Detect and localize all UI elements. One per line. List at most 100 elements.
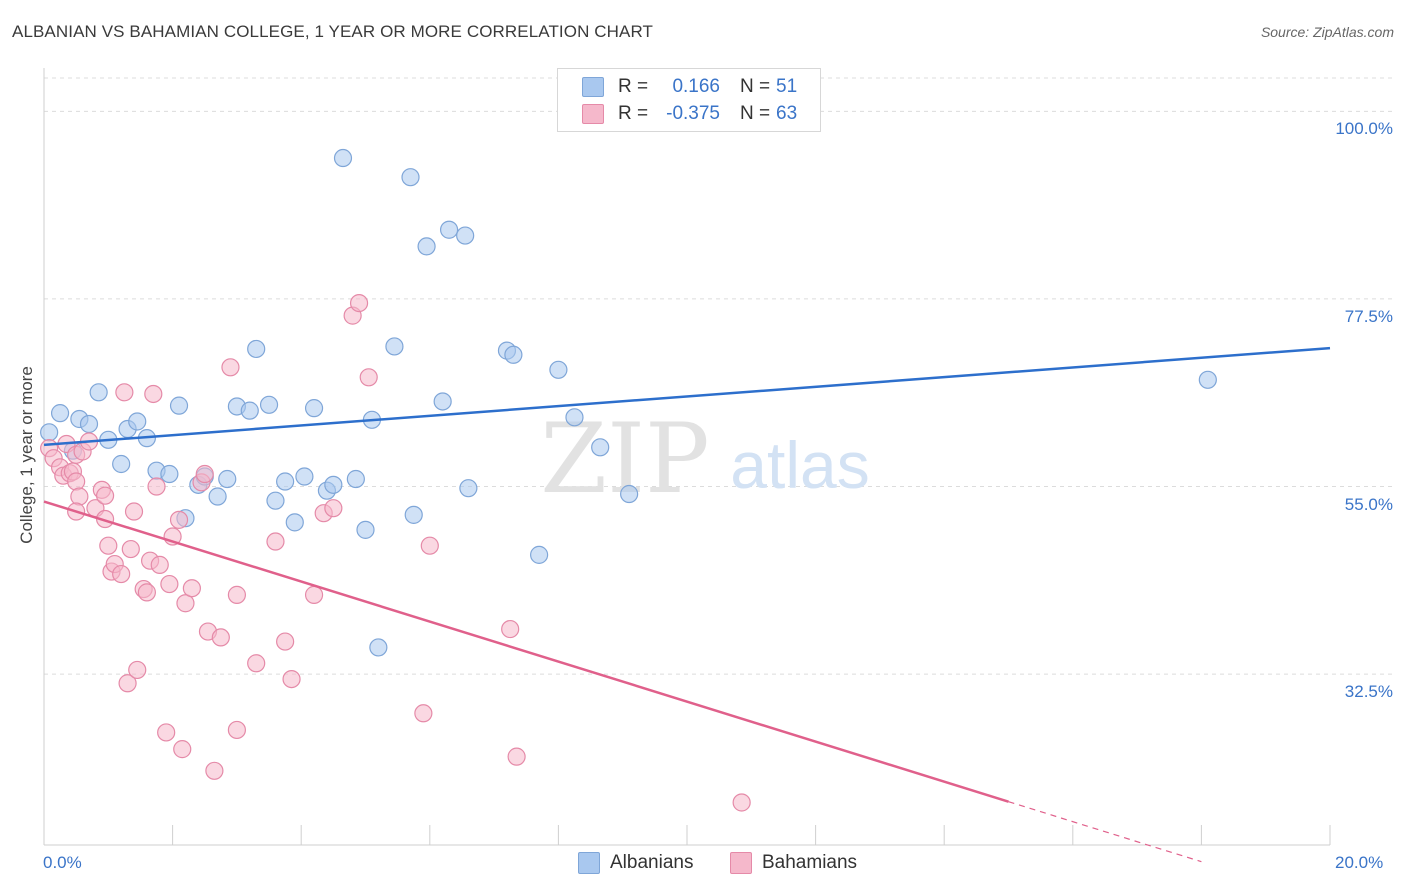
bahamian-point [182, 579, 201, 598]
albanians-legend-swatch [578, 852, 600, 874]
albanian-point [1198, 370, 1217, 389]
bahamian-point [147, 477, 166, 496]
y-tick-label: 100.0% [1335, 119, 1393, 139]
bahamians-swatch [582, 104, 604, 124]
bahamian-point [266, 532, 285, 551]
albanian-point [169, 396, 189, 415]
n-label: N = [740, 76, 771, 97]
n-value: 51 [776, 76, 798, 97]
bahamian-point [137, 583, 156, 602]
bahamian-point [507, 747, 526, 766]
bahamian-point [128, 660, 147, 680]
albanian-point [276, 472, 295, 491]
bahamian-point [112, 564, 131, 584]
albanian-point [324, 475, 343, 494]
albanian-point [160, 464, 179, 484]
bahamian-point [349, 293, 369, 313]
bahamian-point [247, 654, 266, 673]
albanian-point [112, 454, 131, 474]
bahamian-point [121, 539, 140, 559]
bahamian-point [195, 464, 214, 484]
bahamian-point [205, 761, 224, 780]
albanian-point [259, 395, 279, 414]
legend-row-albanians: R = 0.166 N = 51 [582, 75, 797, 99]
albanian-point [385, 337, 404, 356]
legend-item-bahamians[interactable]: Bahamians [730, 852, 857, 874]
albanian-point [295, 467, 314, 486]
albanian-point [208, 487, 227, 506]
albanian-point [89, 383, 108, 402]
legend-item-albanians[interactable]: Albanians [578, 852, 693, 874]
albanian-point [50, 404, 70, 423]
axes [43, 68, 1331, 846]
albanian-point [266, 491, 285, 510]
legend-label-bahamians: Bahamians [762, 852, 858, 873]
albanian-point [459, 479, 478, 498]
bahamian-point [420, 536, 439, 555]
bahamian-point [282, 669, 301, 689]
y-axis-label: College, 1 year or more [17, 366, 36, 544]
n-value: 63 [776, 103, 798, 124]
albanian-point [504, 345, 523, 364]
y-tick-label: 32.5% [1344, 682, 1393, 702]
bahamian-point [70, 487, 89, 506]
albanians-trend-line [43, 346, 1331, 447]
bahamian-point [276, 632, 295, 651]
bahamian-point [67, 472, 86, 491]
x-tick-min: 0.0% [43, 853, 82, 872]
albanian-point [285, 513, 304, 532]
albanian-point [417, 237, 436, 256]
albanian-point [128, 412, 147, 431]
bahamian-point [359, 368, 378, 387]
bahamian-point [118, 674, 137, 693]
correlation-legend: R = 0.166 N = 51 R = -0.375 N = 63 [557, 68, 821, 132]
bahamian-point [211, 628, 230, 647]
y-tick-label: 77.5% [1344, 306, 1393, 326]
y-tick-label: 55.0% [1344, 494, 1393, 514]
watermark-atlas: atlas [730, 428, 869, 502]
r-label: R = [618, 103, 649, 124]
albanian-point [247, 339, 266, 359]
bahamian-point [95, 486, 115, 505]
albanian-point [565, 408, 584, 427]
albanian-point [40, 423, 59, 442]
albanian-point [333, 148, 353, 168]
bahamians-legend-swatch [730, 852, 752, 874]
chart-title: ALBANIAN VS BAHAMIAN COLLEGE, 1 YEAR OR … [12, 22, 654, 41]
albanian-point [439, 220, 459, 239]
legend-row-bahamians: R = -0.375 N = 63 [582, 102, 797, 126]
albanian-point [456, 226, 475, 245]
albanian-point [218, 469, 237, 489]
albanians-swatch [582, 77, 604, 97]
bahamians-trend-line [43, 500, 1009, 803]
albanian-point [304, 399, 324, 418]
bahamian-point [144, 384, 163, 404]
albanian-point [404, 505, 423, 524]
legend-label-albanians: Albanians [610, 852, 694, 873]
bahamian-point [227, 720, 246, 740]
bahamian-point [157, 723, 176, 742]
bahamian-point [176, 594, 195, 613]
albanian-point [79, 414, 99, 434]
bahamian-point [99, 536, 118, 555]
albanian-point [346, 469, 365, 489]
r-value: 0.166 [672, 76, 720, 97]
n-label: N = [740, 103, 771, 124]
albanian-point [401, 168, 420, 187]
albanian-point [620, 484, 639, 504]
bahamian-point [414, 704, 433, 723]
bahamian-point [124, 502, 144, 521]
albanian-point [356, 520, 375, 539]
x-tick-max: 20.0% [1335, 853, 1384, 872]
bahamian-point [169, 510, 189, 529]
watermark: ZIP atlas [540, 403, 869, 515]
bahamian-point [160, 574, 179, 594]
bahamian-point [324, 499, 343, 518]
albanian-point [433, 392, 452, 411]
albanian-point [591, 438, 610, 457]
bahamian-point [173, 740, 192, 759]
albanian-point [549, 360, 568, 379]
r-label: R = [618, 76, 649, 97]
bahamian-point [115, 383, 134, 402]
